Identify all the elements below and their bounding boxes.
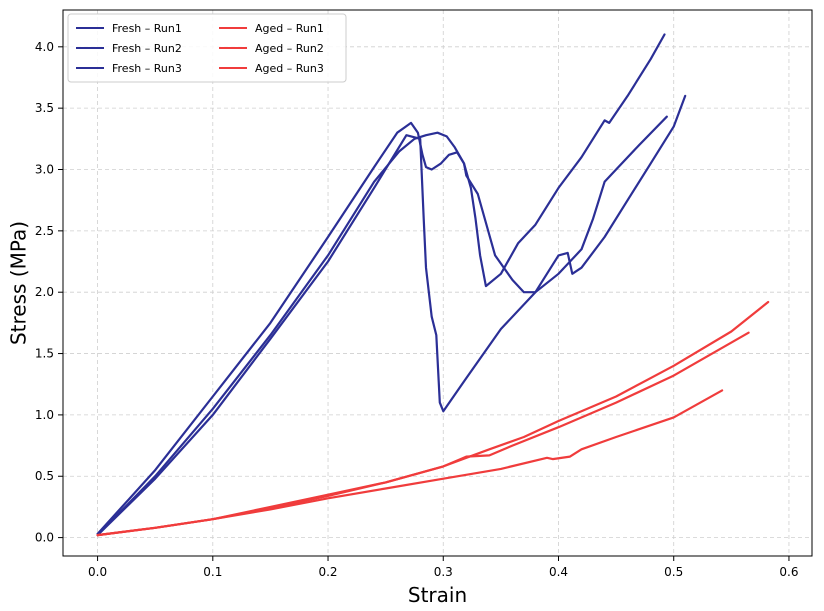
- y-tick-label: 1.0: [35, 408, 54, 422]
- series-line-fresh-run2: [96, 115, 668, 536]
- x-tick-label: 0.6: [779, 565, 798, 579]
- y-tick-label: 1.5: [35, 347, 54, 361]
- grid-layer: [63, 10, 812, 556]
- series-line-fresh-run1: [96, 33, 666, 537]
- x-tick-label: 0.4: [549, 565, 568, 579]
- legend-label: Fresh – Run3: [112, 62, 182, 75]
- series-line-aged-run3: [96, 389, 724, 537]
- y-axis-label: Stress (MPa): [7, 221, 31, 345]
- plot-frame: [62, 9, 813, 557]
- y-tick-label: 4.0: [35, 40, 54, 54]
- tick-layer: 0.0 0.1 0.2 0.3 0.4 0.5 0.6 0.0 0.5 1.0 1.5 2.0 2.5 3…: [35, 40, 799, 579]
- y-tick-label: 3.0: [35, 163, 54, 177]
- x-tick-label: 0.3: [434, 565, 453, 579]
- y-tick-label: 2.0: [35, 285, 54, 299]
- legend-label: Aged – Run3: [255, 62, 324, 75]
- y-tick-label: 2.5: [35, 224, 54, 238]
- x-tick-label: 0.0: [88, 565, 107, 579]
- legend-box: [67, 13, 347, 83]
- legend-label: Fresh – Run2: [112, 42, 182, 55]
- x-tick-label: 0.5: [664, 565, 683, 579]
- x-tick-label: 0.2: [318, 565, 337, 579]
- legend: Fresh – Run1 Fresh – Run2 Fresh – Run3 Aged…: [67, 13, 347, 83]
- legend-label: Fresh – Run1: [112, 22, 182, 35]
- legend-label: Aged – Run1: [255, 22, 324, 35]
- x-tick-label: 0.1: [203, 565, 222, 579]
- y-tick-label: 0.5: [35, 469, 54, 483]
- legend-label: Aged – Run2: [255, 42, 324, 55]
- y-tick-label: 3.5: [35, 101, 54, 115]
- x-axis-label: Strain: [408, 583, 467, 607]
- series-line-fresh-run3: [96, 94, 687, 537]
- series-layer: [96, 33, 770, 537]
- y-tick-label: 0.0: [35, 531, 54, 545]
